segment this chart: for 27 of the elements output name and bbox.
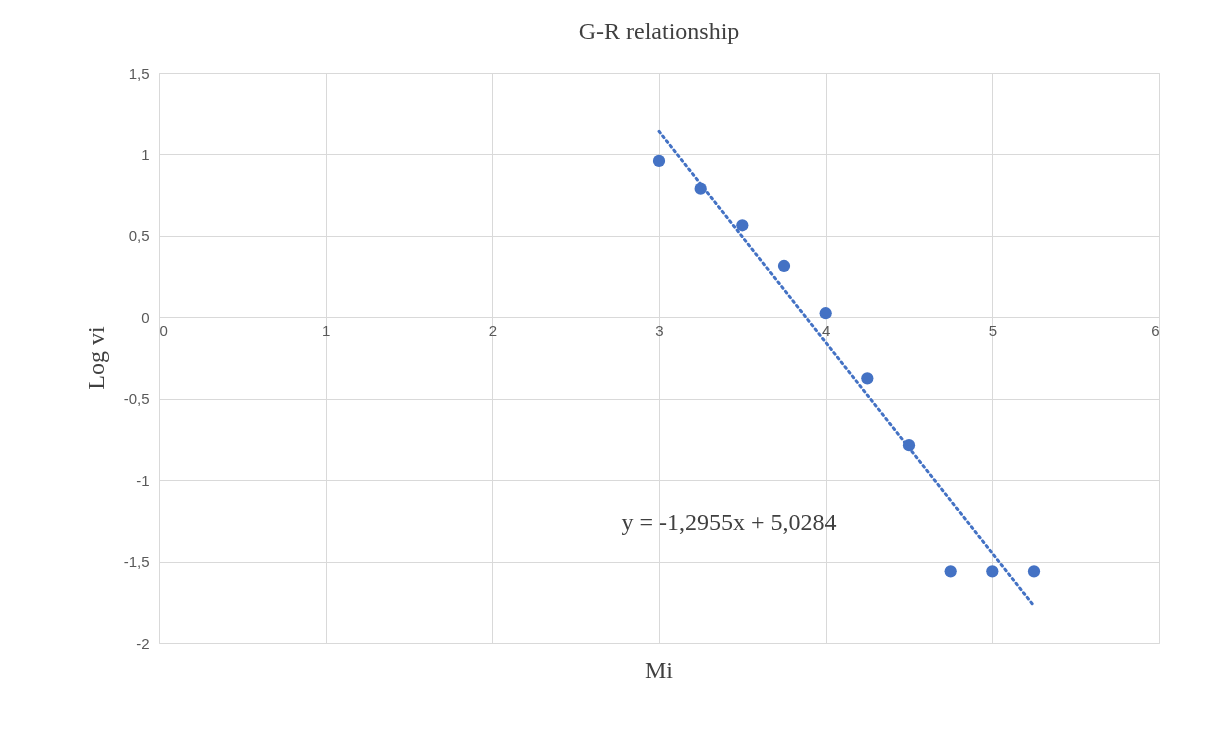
point — [1027, 565, 1041, 578]
point — [736, 219, 749, 232]
point — [652, 154, 666, 168]
point — [777, 259, 791, 273]
annotation: y = -1,2955x + 5,0284 — [621, 509, 837, 536]
x-tick-label: 5 — [988, 321, 998, 339]
x-tick-label: 4 — [821, 321, 831, 339]
y-tick-label: -1 — [136, 471, 150, 489]
y-tick-label: -2 — [136, 634, 150, 652]
y-tick-label: 1 — [141, 145, 150, 163]
point — [986, 565, 999, 578]
point — [819, 307, 832, 320]
x-tick-label: 3 — [655, 321, 664, 339]
point — [861, 372, 874, 385]
chart-title: G-R relationship — [578, 18, 740, 44]
x-tick-label: 2 — [488, 321, 498, 339]
y-tick-label: 0 — [141, 308, 150, 326]
y-axis-title: Log vi — [83, 326, 109, 390]
x-tick-label: 6 — [1151, 321, 1160, 339]
y-tick-label: -0,5 — [123, 390, 150, 408]
y-tick-label: 0,5 — [128, 227, 150, 245]
y-tick-label: 1,5 — [128, 64, 150, 82]
x-axis-title: Mi — [644, 657, 674, 683]
point — [944, 565, 957, 578]
y-tick-label: -1,5 — [123, 553, 150, 571]
x-tick-label: 1 — [321, 321, 331, 339]
x-tick-label: 0 — [159, 321, 168, 339]
